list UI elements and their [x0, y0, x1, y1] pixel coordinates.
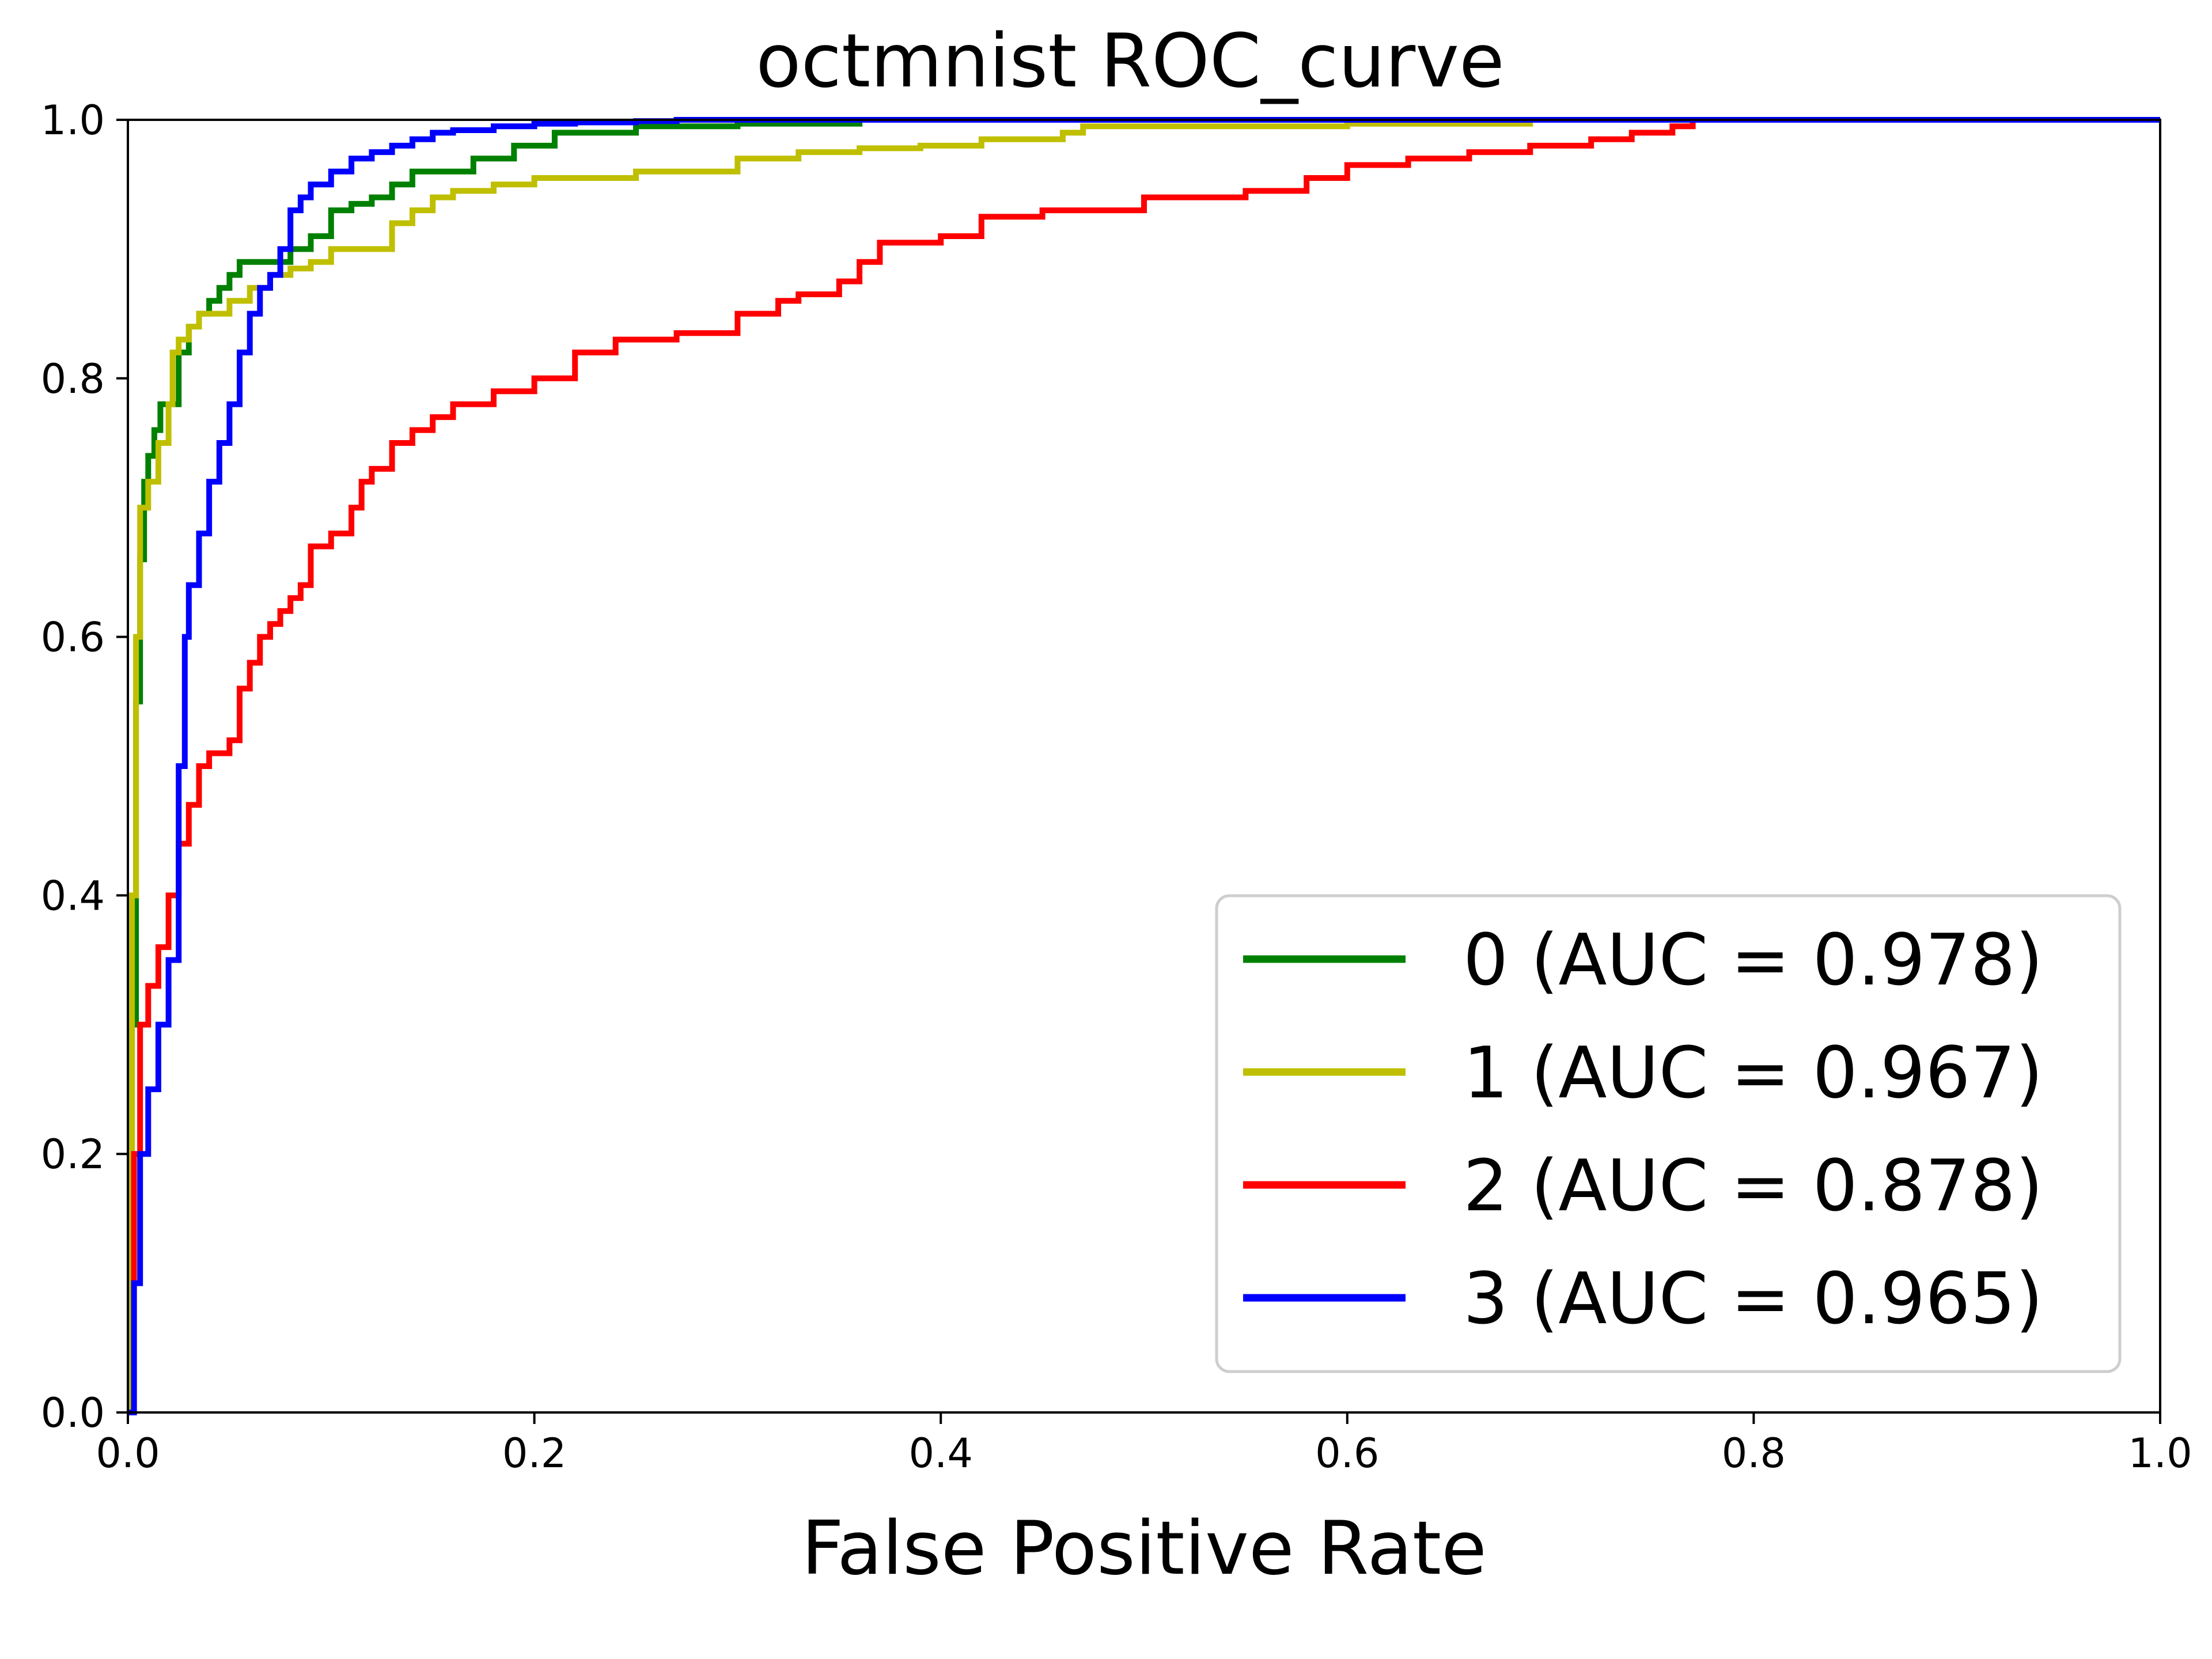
legend-label-2: 2 (AUC = 0.878): [1463, 1145, 2043, 1228]
series-line-3: [128, 117, 2160, 1415]
y-tick-label-0: 0.0: [41, 1389, 105, 1437]
y-tick-label-4: 0.8: [41, 355, 105, 403]
legend: 0 (AUC = 0.978) 1 (AUC = 0.967) 2 (AUC = 0…: [1215, 894, 2122, 1373]
x-tick-label-5: 1.0: [2128, 1430, 2192, 1477]
series-line-2: [128, 117, 2160, 1415]
x-axis-label: False Positive Rate: [801, 1506, 1487, 1592]
chart-title: octmnist ROC_curve: [756, 18, 1505, 104]
x-tick-label-2: 0.4: [909, 1430, 973, 1477]
x-tick-label-0: 0.0: [96, 1430, 160, 1477]
x-axis: 0.0 0.2 0.4 0.6 0.8 1.0: [96, 1412, 2192, 1477]
legend-label-3: 3 (AUC = 0.965): [1463, 1258, 2043, 1340]
legend-label-0: 0 (AUC = 0.978): [1463, 919, 2043, 1002]
y-axis: 0.0 0.2 0.4 0.6 0.8 1.0: [41, 97, 128, 1437]
series-layer: [128, 117, 2160, 1415]
y-tick-label-2: 0.4: [41, 872, 105, 919]
plot-frame: [127, 119, 2161, 1414]
legend-items: 0 (AUC = 0.978) 1 (AUC = 0.967) 2 (AUC = 0…: [1243, 919, 2043, 1340]
series-line-1: [128, 117, 2160, 1415]
series-line-0: [128, 117, 2160, 1415]
y-tick-label-5: 1.0: [41, 97, 105, 144]
legend-box: [1215, 894, 2122, 1373]
x-tick-label-4: 0.8: [1722, 1430, 1786, 1477]
legend-label-1: 1 (AUC = 0.967): [1463, 1032, 2043, 1115]
y-tick-label-1: 0.2: [41, 1131, 105, 1178]
y-tick-label-3: 0.6: [41, 614, 105, 661]
x-tick-label-3: 0.6: [1315, 1430, 1379, 1477]
x-tick-label-1: 0.2: [502, 1430, 566, 1477]
